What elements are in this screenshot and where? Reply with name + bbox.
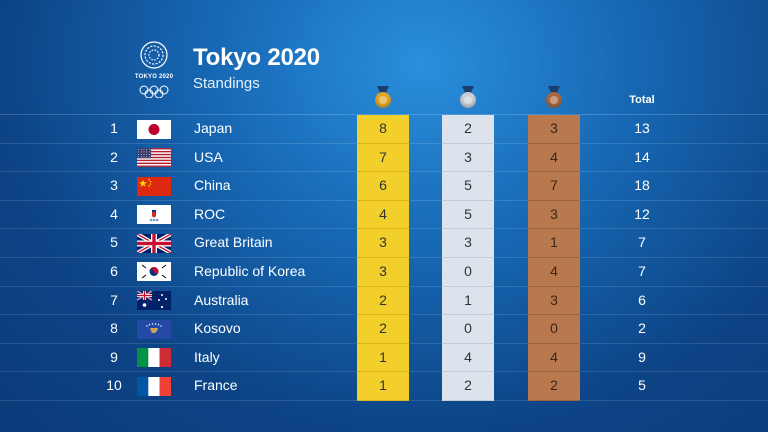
australia-flag-icon: [137, 291, 171, 311]
total-count: 18: [634, 177, 650, 194]
silver-count: 2: [442, 115, 494, 144]
gold-count: 6: [357, 172, 409, 201]
standings-table: 1 Japan 8 2 3 13 2 USA 7 3 4 14 3 China 6 5 7 18 4 ROC 4 5 3 12…: [0, 114, 768, 401]
rank: 6: [110, 262, 118, 279]
table-row: 9 Italy 1 4 4 9: [0, 343, 768, 373]
total-count: 7: [638, 262, 646, 279]
rank: 1: [110, 120, 118, 136]
usa-flag-icon: [137, 148, 171, 168]
table-row: 5 Great Britain 3 3 1 7: [0, 229, 768, 258]
roc-flag-icon: [137, 205, 171, 225]
great-britain-flag-icon: [137, 233, 171, 253]
rank: 7: [110, 291, 118, 308]
country-name: Japan: [194, 120, 233, 136]
bronze-count: 4: [528, 343, 580, 373]
silver-count: 5: [442, 172, 494, 201]
total-column-header: Total: [629, 94, 655, 106]
rank: 8: [110, 320, 118, 337]
silver-count: 3: [442, 143, 494, 173]
gold-count: 2: [357, 315, 409, 344]
gold-count: 7: [357, 143, 409, 173]
total-count: 13: [634, 120, 650, 136]
bronze-count: 3: [528, 286, 580, 316]
kosovo-flag-icon: [137, 319, 171, 339]
country-name: Kosovo: [194, 320, 241, 337]
total-count: 12: [634, 205, 650, 222]
gold-count: 1: [357, 343, 409, 373]
bronze-count: 1: [528, 229, 580, 258]
total-count: 7: [638, 234, 646, 251]
gold-count: 3: [357, 257, 409, 287]
table-row: 2 USA 7 3 4 14: [0, 143, 768, 173]
bronze-count: 7: [528, 172, 580, 201]
page-title: Tokyo 2020: [193, 44, 320, 71]
table-row: 3 China 6 5 7 18: [0, 172, 768, 201]
silver-count: 0: [442, 315, 494, 344]
page-subtitle: Standings: [193, 75, 260, 92]
bronze-count: 0: [528, 315, 580, 344]
gold-count: 1: [357, 372, 409, 401]
table-row: 6 Republic of Korea 3 0 4 7: [0, 257, 768, 287]
table-row: 10 France 1 2 2 5: [0, 372, 768, 401]
table-row: 8 Kosovo 2 0 0 2: [0, 315, 768, 344]
rank: 9: [110, 348, 118, 365]
silver-count: 4: [442, 343, 494, 373]
silver-medal-icon: [459, 86, 477, 110]
silver-count: 5: [442, 200, 494, 230]
total-count: 5: [638, 377, 646, 394]
country-name: Great Britain: [194, 234, 273, 251]
bronze-count: 3: [528, 115, 580, 144]
rank: 3: [110, 177, 118, 194]
country-name: USA: [194, 148, 223, 165]
bronze-count: 2: [528, 372, 580, 401]
silver-count: 2: [442, 372, 494, 401]
header: TOKYO 2020 Tokyo 2020 Standings Total: [0, 0, 768, 112]
rank: 5: [110, 234, 118, 251]
gold-medal-icon: [374, 86, 392, 110]
gold-count: 3: [357, 229, 409, 258]
total-count: 14: [634, 148, 650, 165]
silver-count: 1: [442, 286, 494, 316]
olympic-logo-icon: TOKYO 2020: [128, 38, 180, 99]
korea-flag-icon: [137, 262, 171, 282]
silver-count: 0: [442, 257, 494, 287]
total-count: 6: [638, 291, 646, 308]
table-row: 7 Australia 2 1 3 6: [0, 286, 768, 316]
rank: 4: [110, 205, 118, 222]
country-name: China: [194, 177, 231, 194]
gold-count: 4: [357, 200, 409, 230]
bronze-medal-icon: [545, 86, 563, 110]
rank: 2: [110, 148, 118, 165]
china-flag-icon: [137, 176, 171, 196]
country-name: France: [194, 377, 238, 394]
france-flag-icon: [137, 376, 171, 396]
logo-text: TOKYO 2020: [134, 74, 174, 80]
country-name: Republic of Korea: [194, 262, 306, 279]
gold-count: 2: [357, 286, 409, 316]
total-count: 2: [638, 320, 646, 337]
silver-count: 3: [442, 229, 494, 258]
japan-flag-icon: [137, 119, 171, 139]
gold-count: 8: [357, 115, 409, 144]
bronze-count: 4: [528, 257, 580, 287]
italy-flag-icon: [137, 348, 171, 368]
table-row: 1 Japan 8 2 3 13: [0, 114, 768, 144]
bronze-count: 3: [528, 200, 580, 230]
table-row: 4 ROC 4 5 3 12: [0, 200, 768, 230]
total-count: 9: [638, 348, 646, 365]
country-name: Australia: [194, 291, 249, 308]
rank: 10: [106, 377, 122, 394]
country-name: Italy: [194, 348, 220, 365]
bronze-count: 4: [528, 143, 580, 173]
country-name: ROC: [194, 205, 226, 222]
